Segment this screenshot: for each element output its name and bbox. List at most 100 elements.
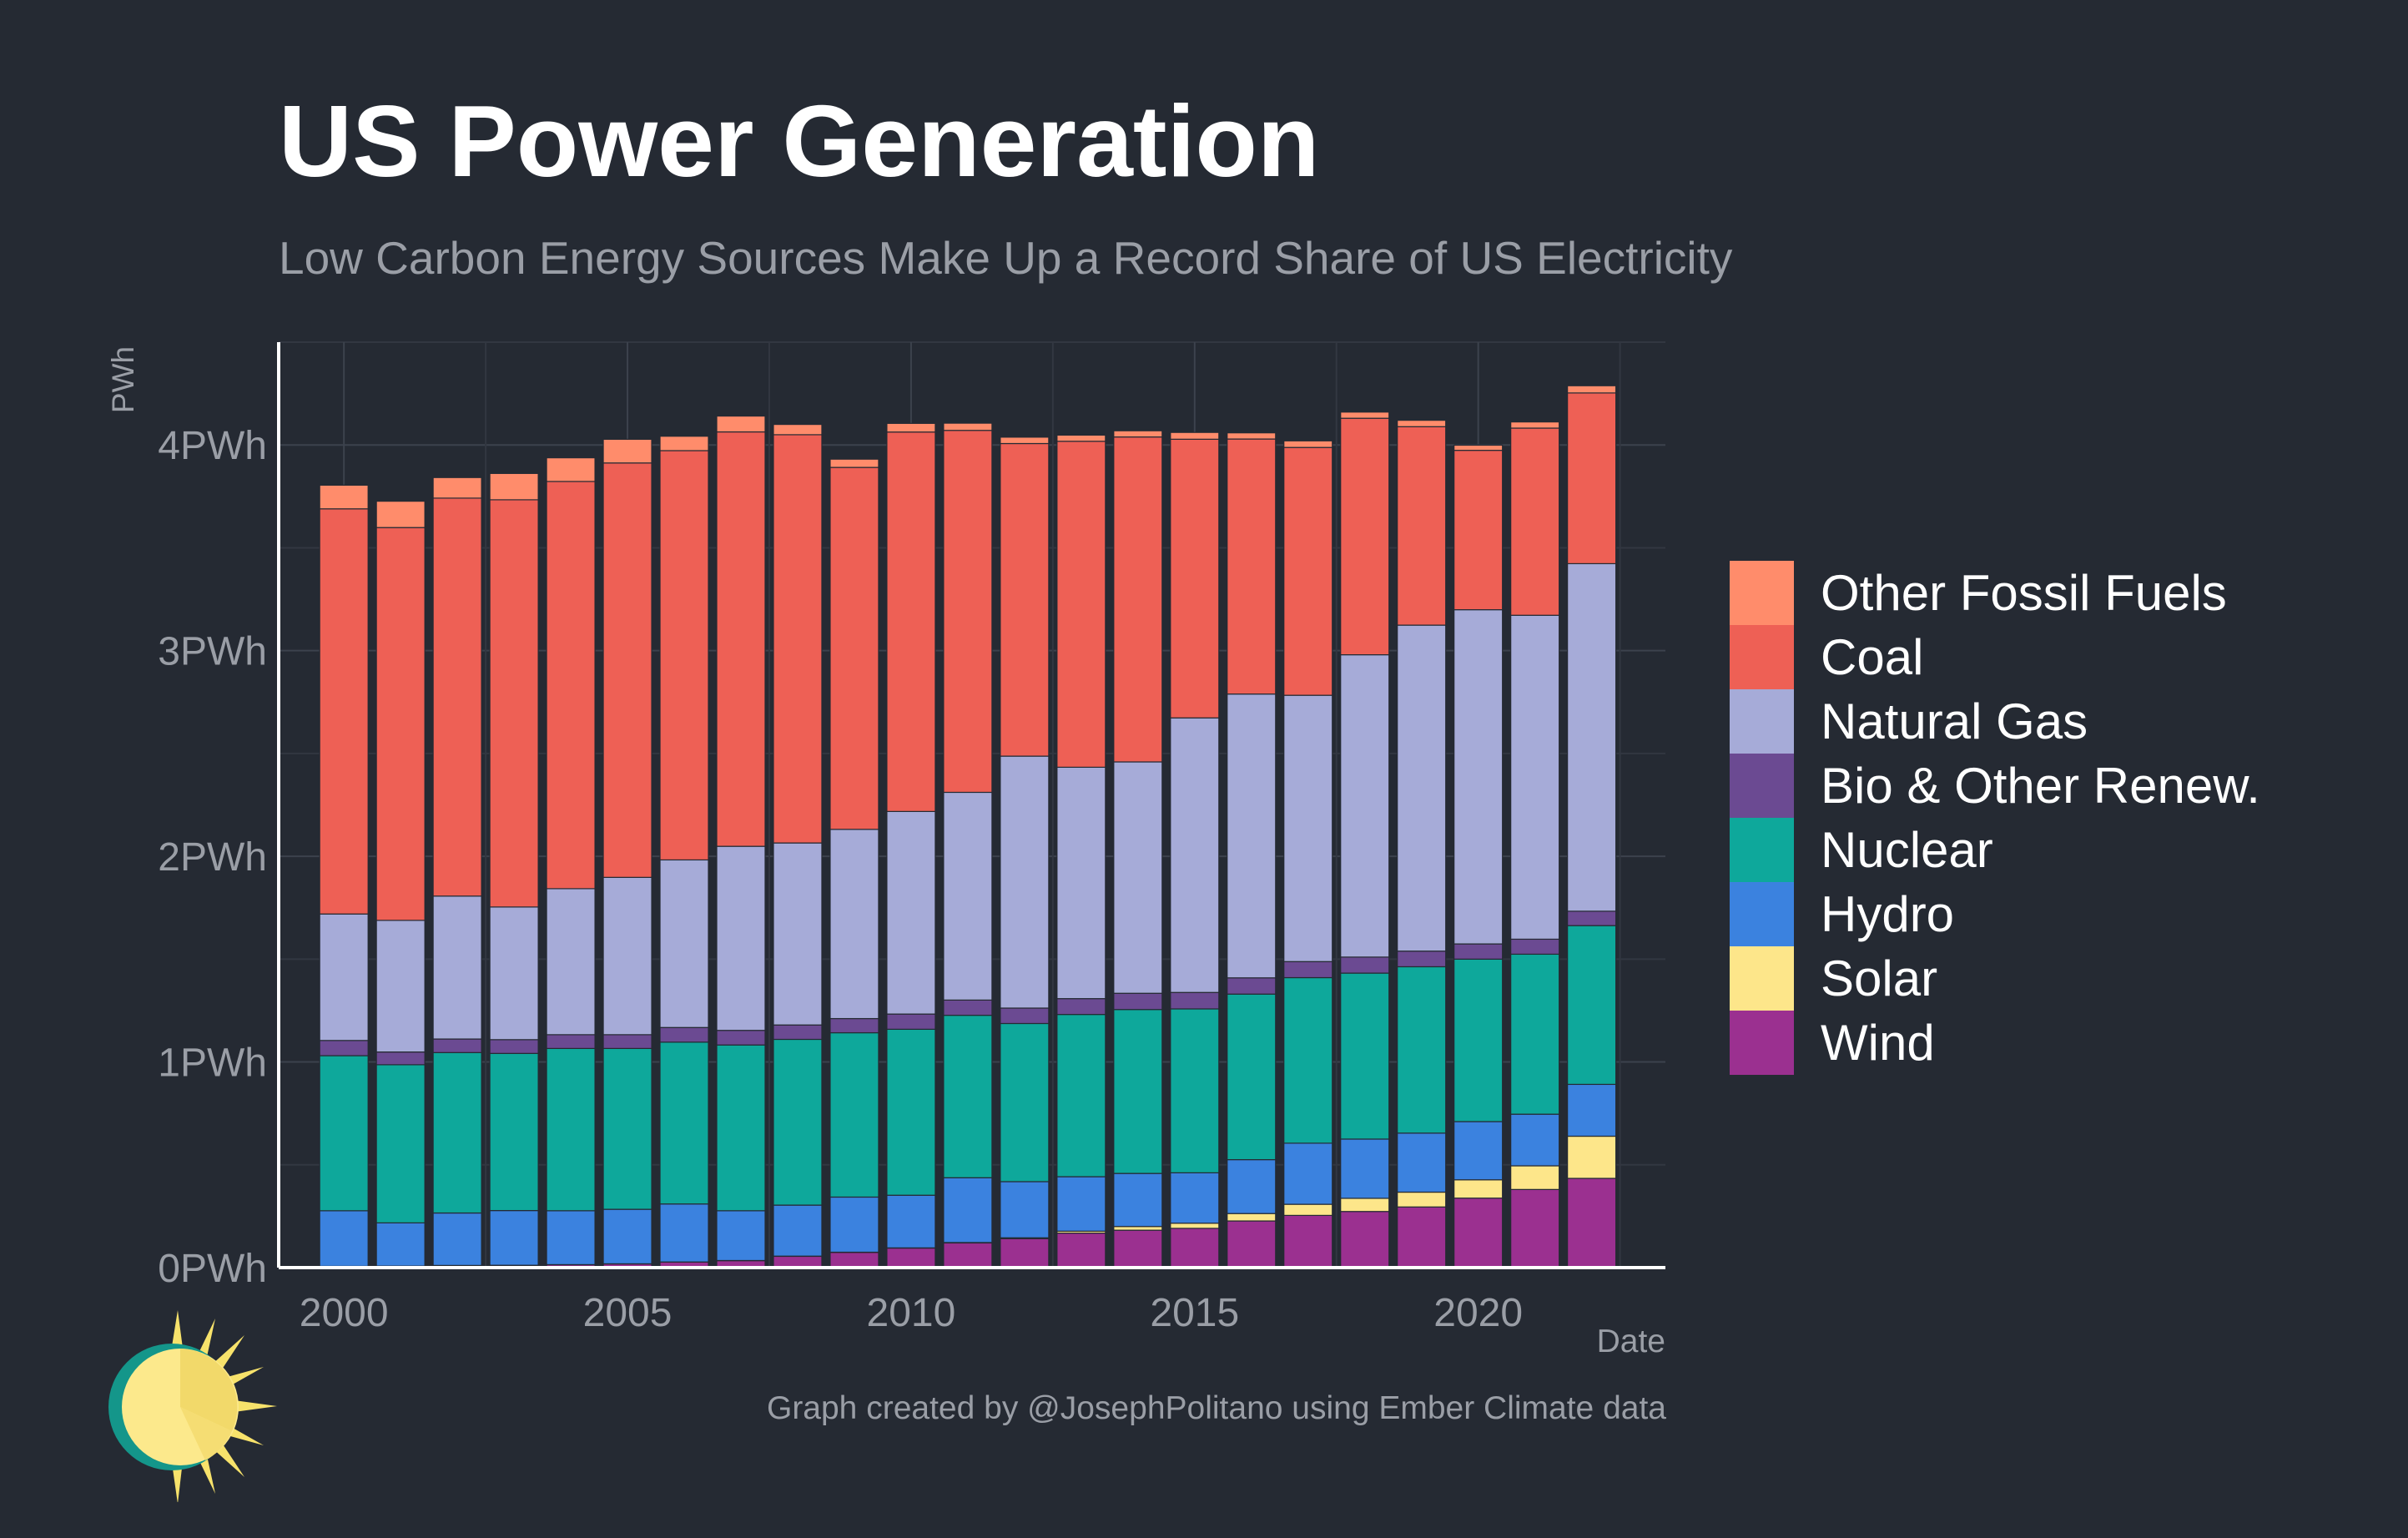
bar-segment-other-fossil-fuels-2001 bbox=[375, 501, 426, 528]
bar-segment-other-fossil-fuels-2004 bbox=[546, 457, 596, 482]
bar-segment-coal-2018 bbox=[1340, 417, 1390, 656]
bar-segment-natural-gas-2011 bbox=[943, 791, 993, 1001]
bar-segment-wind-2017 bbox=[1283, 1214, 1333, 1268]
bar-segment-coal-2006 bbox=[659, 450, 709, 861]
bar-segment-hydro-2020 bbox=[1453, 1121, 1504, 1181]
bar-segment-coal-2015 bbox=[1170, 438, 1220, 719]
bar-segment-hydro-2010 bbox=[886, 1194, 936, 1248]
bar-segment-nuclear-2003 bbox=[489, 1052, 539, 1212]
bar-segment-coal-2022 bbox=[1567, 392, 1617, 565]
legend-label: Nuclear bbox=[1821, 821, 1993, 878]
bar-segment-nuclear-2015 bbox=[1170, 1008, 1220, 1173]
bar-segment-hydro-2018 bbox=[1340, 1138, 1390, 1199]
legend-item-bio-other-renew: Bio & Other Renew. bbox=[1730, 754, 2260, 818]
bar-segment-other-fossil-fuels-2009 bbox=[829, 458, 879, 468]
bar-segment-bio-other-renew-2011 bbox=[943, 999, 993, 1016]
bar-segment-natural-gas-2017 bbox=[1283, 694, 1333, 962]
bar-segment-hydro-2021 bbox=[1510, 1113, 1560, 1167]
bars-layer bbox=[319, 385, 1617, 1268]
bar-segment-natural-gas-2007 bbox=[716, 845, 766, 1031]
bar-segment-natural-gas-2008 bbox=[773, 842, 823, 1026]
bar-segment-other-fossil-fuels-2013 bbox=[1056, 434, 1106, 442]
bar-segment-other-fossil-fuels-2015 bbox=[1170, 431, 1220, 440]
bar-segment-bio-other-renew-2017 bbox=[1283, 961, 1333, 979]
bar-segment-natural-gas-2009 bbox=[829, 829, 879, 1020]
bar-segment-nuclear-2016 bbox=[1227, 993, 1277, 1161]
legend-item-coal: Coal bbox=[1730, 625, 2260, 689]
bar-segment-coal-2009 bbox=[829, 466, 879, 830]
bar-segment-hydro-2003 bbox=[489, 1210, 539, 1266]
legend-item-hydro: Hydro bbox=[1730, 882, 2260, 946]
bar-segment-other-fossil-fuels-2011 bbox=[943, 422, 993, 431]
bar-segment-hydro-2000 bbox=[319, 1210, 369, 1267]
bar-segment-hydro-2011 bbox=[943, 1177, 993, 1243]
bar-segment-other-fossil-fuels-2016 bbox=[1227, 432, 1277, 440]
bar-segment-nuclear-2018 bbox=[1340, 972, 1390, 1140]
bar-segment-natural-gas-2000 bbox=[319, 913, 369, 1041]
bar-segment-other-fossil-fuels-2008 bbox=[773, 424, 823, 436]
legend-label: Hydro bbox=[1821, 885, 1955, 942]
bar-segment-other-fossil-fuels-2002 bbox=[432, 477, 482, 499]
legend-swatch bbox=[1730, 689, 1794, 754]
bar-segment-solar-2017 bbox=[1283, 1203, 1333, 1217]
bar-segment-natural-gas-2004 bbox=[546, 888, 596, 1036]
bar-segment-nuclear-2002 bbox=[432, 1051, 482, 1214]
bar-segment-other-fossil-fuels-2017 bbox=[1283, 440, 1333, 448]
chart-title: US Power Generation bbox=[279, 84, 1320, 198]
bar-segment-hydro-2012 bbox=[1000, 1181, 1050, 1238]
bar-segment-other-fossil-fuels-2019 bbox=[1397, 420, 1447, 427]
bar-segment-nuclear-2007 bbox=[716, 1044, 766, 1212]
bar-segment-wind-2021 bbox=[1510, 1188, 1560, 1268]
bar-segment-bio-other-renew-2014 bbox=[1113, 992, 1163, 1011]
bar-segment-hydro-2019 bbox=[1397, 1132, 1447, 1193]
bar-segment-other-fossil-fuels-2022 bbox=[1567, 385, 1617, 394]
bar-segment-hydro-2016 bbox=[1227, 1159, 1277, 1214]
legend-label: Solar bbox=[1821, 950, 1938, 1006]
bar-segment-hydro-2001 bbox=[375, 1222, 426, 1267]
bar-segment-other-fossil-fuels-2012 bbox=[1000, 436, 1050, 445]
bar-segment-nuclear-2021 bbox=[1510, 953, 1560, 1115]
bar-segment-solar-2014 bbox=[1113, 1226, 1163, 1231]
bar-segment-hydro-2007 bbox=[716, 1210, 766, 1262]
bar-segment-natural-gas-2018 bbox=[1340, 653, 1390, 958]
bar-segment-coal-2004 bbox=[546, 481, 596, 890]
bar-segment-bio-other-renew-2004 bbox=[546, 1034, 596, 1049]
bar-segment-coal-2014 bbox=[1113, 436, 1163, 763]
bar-segment-coal-2021 bbox=[1510, 427, 1560, 616]
bar-segment-other-fossil-fuels-2018 bbox=[1340, 411, 1390, 419]
bar-segment-solar-2020 bbox=[1453, 1179, 1504, 1199]
bar-segment-coal-2017 bbox=[1283, 446, 1333, 696]
y-tick-label: 3PWh bbox=[158, 630, 267, 674]
bar-segment-coal-2008 bbox=[773, 434, 823, 844]
bar-segment-nuclear-2010 bbox=[886, 1028, 936, 1196]
bar-segment-coal-2002 bbox=[432, 497, 482, 897]
bar-segment-bio-other-renew-2020 bbox=[1453, 943, 1504, 960]
bar-segment-bio-other-renew-2010 bbox=[886, 1013, 936, 1030]
bar-segment-wind-2016 bbox=[1227, 1220, 1277, 1268]
bar-segment-natural-gas-2001 bbox=[375, 920, 426, 1053]
bar-segment-nuclear-2012 bbox=[1000, 1022, 1050, 1182]
bar-segment-hydro-2015 bbox=[1170, 1172, 1220, 1224]
bar-segment-nuclear-2000 bbox=[319, 1055, 369, 1212]
legend-item-solar: Solar bbox=[1730, 946, 2260, 1011]
bar-segment-nuclear-2011 bbox=[943, 1015, 993, 1178]
legend-label: Other Fossil Fuels bbox=[1821, 564, 2227, 621]
bar-segment-natural-gas-2003 bbox=[489, 906, 539, 1041]
bar-segment-nuclear-2008 bbox=[773, 1038, 823, 1206]
bar-segment-natural-gas-2021 bbox=[1510, 614, 1560, 940]
legend-swatch bbox=[1730, 818, 1794, 882]
bar-segment-natural-gas-2002 bbox=[432, 895, 482, 1040]
bar-segment-bio-other-renew-2006 bbox=[659, 1026, 709, 1043]
bar-segment-other-fossil-fuels-2007 bbox=[716, 415, 766, 433]
bar-segment-coal-2001 bbox=[375, 527, 426, 921]
bar-segment-wind-2008 bbox=[773, 1255, 823, 1268]
y-tick-label: 1PWh bbox=[158, 1041, 267, 1086]
bar-segment-nuclear-2005 bbox=[602, 1047, 652, 1210]
bar-segment-wind-2014 bbox=[1113, 1229, 1163, 1268]
bar-segment-nuclear-2013 bbox=[1056, 1014, 1106, 1177]
y-tick-label: 4PWh bbox=[158, 424, 267, 468]
bar-segment-hydro-2004 bbox=[546, 1210, 596, 1266]
bar-segment-other-fossil-fuels-2010 bbox=[886, 422, 936, 433]
bar-segment-natural-gas-2012 bbox=[1000, 755, 1050, 1009]
